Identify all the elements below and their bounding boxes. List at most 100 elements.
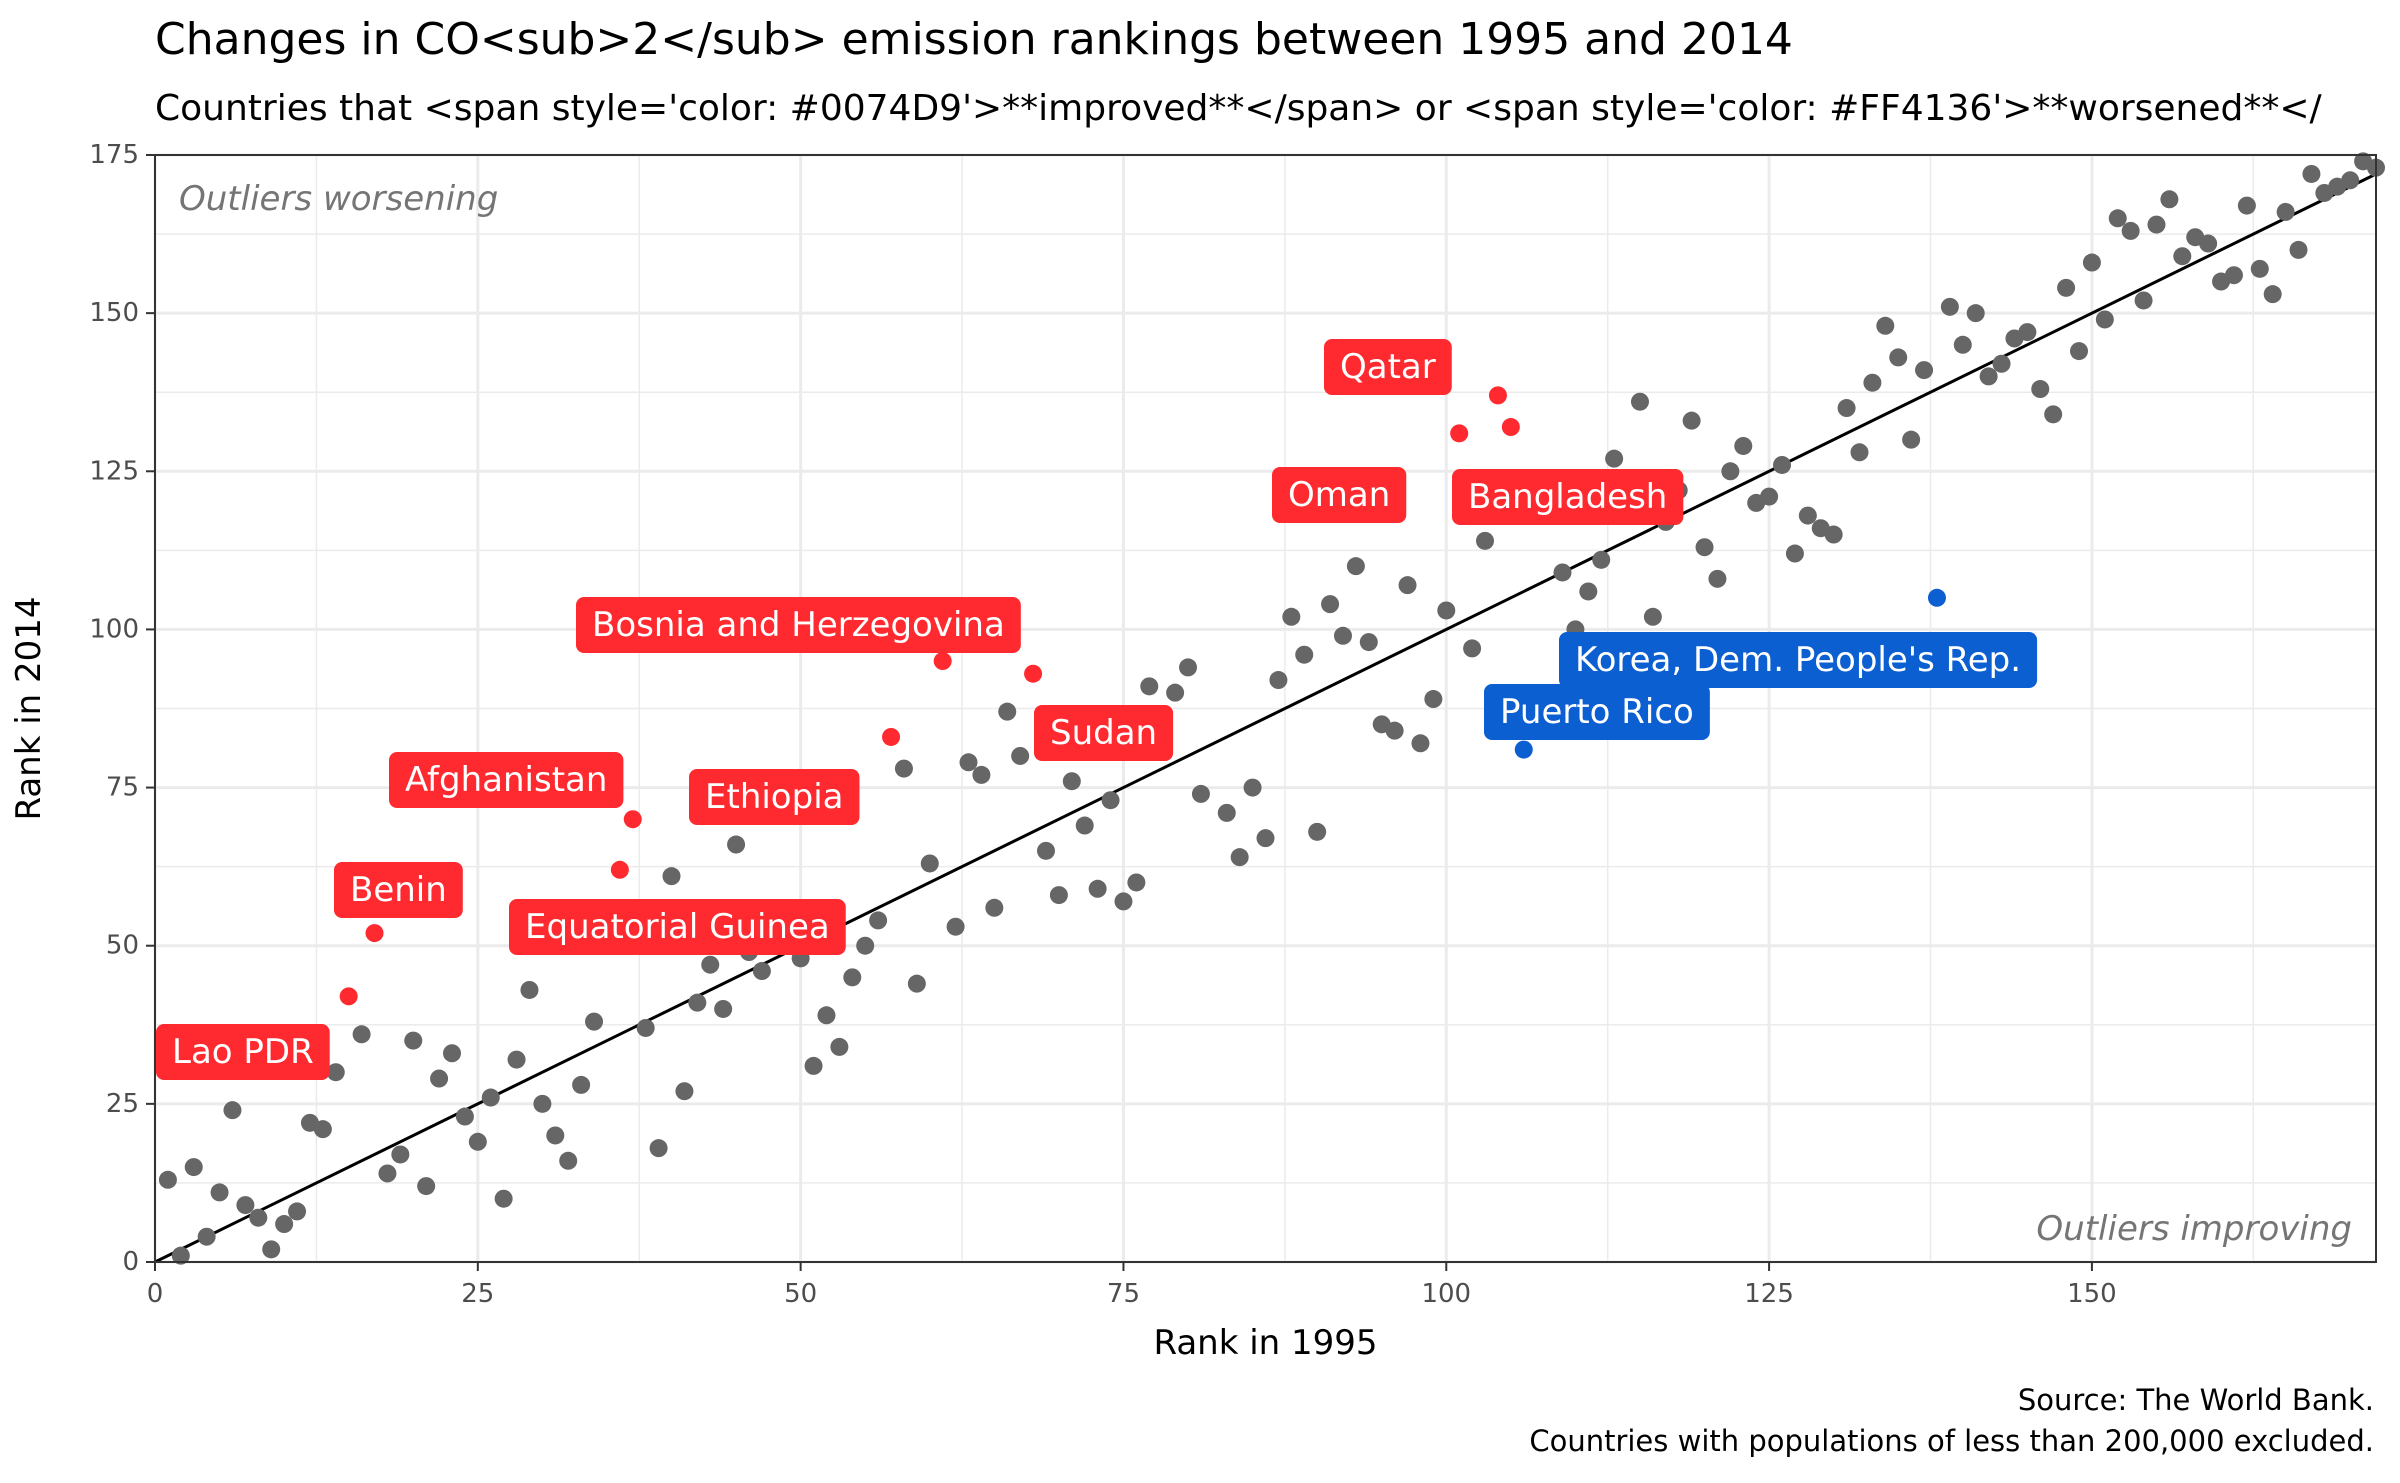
x-tick-label: 0 <box>147 1279 164 1309</box>
data-point <box>1592 550 1611 569</box>
data-point <box>636 1018 655 1037</box>
data-point <box>1476 531 1495 550</box>
data-point <box>585 1012 604 1031</box>
data-point <box>2199 234 2218 253</box>
data-point-highlighted <box>1927 588 1946 607</box>
data-point <box>2276 202 2295 221</box>
data-point <box>1734 436 1753 455</box>
data-point <box>1398 576 1417 595</box>
y-tick-label: 100 <box>89 614 139 644</box>
point-label-box <box>509 899 846 955</box>
data-point <box>2263 285 2282 304</box>
caption-source: Source: The World Bank. <box>2017 1383 2374 1417</box>
data-point <box>2070 342 2089 361</box>
point-label-box <box>1324 339 1452 395</box>
data-point <box>1579 582 1598 601</box>
point-label-box <box>1272 467 1407 523</box>
data-point-highlighted <box>1501 418 1520 437</box>
data-point <box>1230 848 1249 867</box>
data-point <box>1863 373 1882 392</box>
y-tick-label: 125 <box>89 456 139 486</box>
point-label-text: Puerto Rico <box>1500 692 1694 732</box>
data-point <box>197 1227 216 1246</box>
x-tick-label: 150 <box>2067 1279 2117 1309</box>
data-point <box>2147 215 2166 234</box>
data-point <box>2095 310 2114 329</box>
point-label-text: Bosnia and Herzegovina <box>592 605 1005 645</box>
y-tick-label: 0 <box>122 1247 139 1277</box>
data-point <box>1902 430 1921 449</box>
plot-border <box>154 154 2377 1263</box>
data-point <box>1346 557 1365 576</box>
data-point <box>2057 278 2076 297</box>
data-point <box>752 962 771 981</box>
point-label: Benin <box>334 862 463 918</box>
data-point-highlighted <box>1450 424 1469 443</box>
data-point <box>2082 253 2101 272</box>
data-point <box>210 1183 229 1202</box>
point-label-text: Bangladesh <box>1468 477 1667 517</box>
point-label-box <box>1034 705 1174 761</box>
data-point <box>1953 335 1972 354</box>
data-point <box>1979 367 1998 386</box>
point-label-text: Korea, Dem. People's Rep. <box>1575 640 2021 680</box>
data-point <box>1785 544 1804 563</box>
data-point <box>249 1208 268 1227</box>
data-point <box>2302 164 2321 183</box>
data-point <box>843 968 862 987</box>
x-tick-label: 50 <box>784 1279 817 1309</box>
data-point-highlighted <box>610 860 629 879</box>
data-point <box>1243 778 1262 797</box>
data-point <box>856 936 875 955</box>
labels-layer: Lao PDR Benin Afghanistan Equatorial Guinea… <box>156 339 2038 1080</box>
data-point <box>714 999 733 1018</box>
data-point <box>985 898 1004 917</box>
point-label-box <box>1452 469 1684 525</box>
data-point <box>1114 892 1133 911</box>
data-point <box>1049 886 1068 905</box>
data-point <box>1760 487 1779 506</box>
point-label-box <box>576 597 1021 653</box>
point-label: Korea, Dem. People's Rep. <box>1559 632 2038 688</box>
data-point <box>894 759 913 778</box>
data-point <box>1036 841 1055 860</box>
point-label: Ethiopia <box>689 769 860 825</box>
chart-subtitle: Countries that <span style='color: #0074… <box>155 88 2322 129</box>
point-label: Puerto Rico <box>1484 684 1710 740</box>
data-point <box>1256 829 1275 848</box>
data-point <box>1385 721 1404 740</box>
data-point <box>2031 380 2050 399</box>
point-label-box <box>389 752 624 808</box>
data-point <box>1773 455 1792 474</box>
data-point <box>1630 392 1649 411</box>
point-label-box <box>1484 684 1710 740</box>
point-label-text: Afghanistan <box>405 760 607 800</box>
point-label-box <box>689 769 860 825</box>
data-point <box>1166 683 1185 702</box>
data-point <box>727 835 746 854</box>
data-point <box>1605 449 1624 468</box>
data-point <box>972 765 991 784</box>
reference-line <box>154 172 2377 1264</box>
data-point <box>1553 563 1572 582</box>
point-label: Afghanistan <box>389 752 624 808</box>
data-point <box>2121 221 2140 240</box>
data-point <box>417 1177 436 1196</box>
data-point <box>1295 645 1314 664</box>
point-label: Oman <box>1272 467 1407 523</box>
point-label-text: Oman <box>1288 475 1390 515</box>
point-label-box <box>334 862 463 918</box>
data-point <box>2289 240 2308 259</box>
ticks-layer: 0 25 50 75 100 125 150 0 25 50 75 100 125 150 175 <box>89 140 2116 1309</box>
point-label-box <box>1559 632 2038 688</box>
point-label: Qatar <box>1324 339 1452 395</box>
point-label-box <box>156 1024 330 1080</box>
data-point <box>1850 443 1869 462</box>
data-point <box>959 753 978 772</box>
y-tick-label: 175 <box>89 140 139 170</box>
x-tick-label: 125 <box>1744 1279 1794 1309</box>
data-point <box>2044 405 2063 424</box>
data-point <box>391 1145 410 1164</box>
data-point <box>1708 569 1727 588</box>
